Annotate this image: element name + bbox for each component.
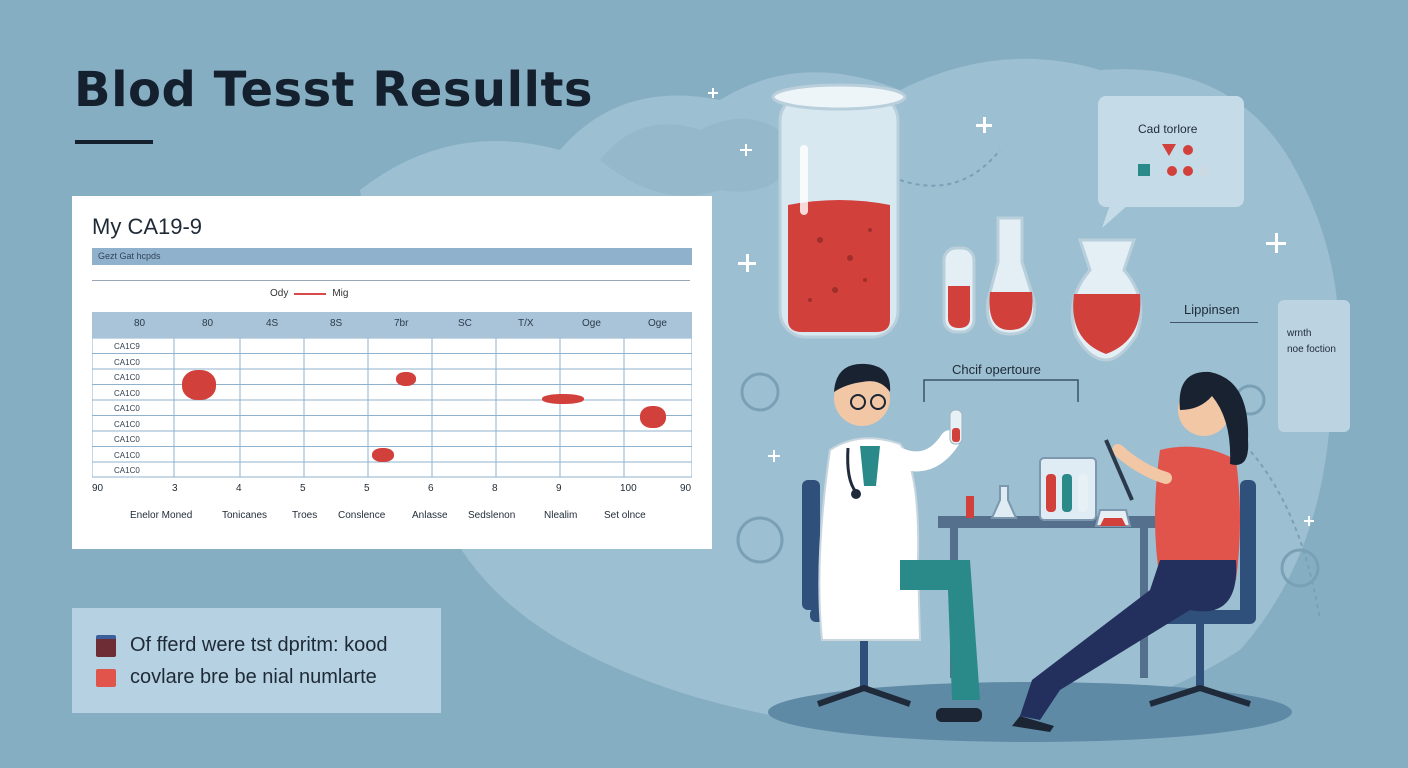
info-bubble: Cad torlore <box>1098 96 1244 207</box>
chart-label: Chcif opertoure <box>952 362 1041 377</box>
row-label: CA1C0 <box>114 373 140 382</box>
x-category: Nlealim <box>544 510 578 521</box>
x-tick: 4 <box>236 483 242 494</box>
result-marker <box>372 448 394 462</box>
result-marker <box>396 372 416 386</box>
card-band: Gezt Gat hcpds <box>92 248 692 265</box>
x-category: Conslence <box>338 510 386 521</box>
title-underline <box>75 140 153 144</box>
legend-item-label: covlare bre be nial numlarte <box>130 666 377 688</box>
legend-line <box>294 292 327 295</box>
legend-left-label: Ody <box>270 288 289 299</box>
legend-item: covlare bre be nial numlarte <box>96 666 377 689</box>
shape-icons <box>1138 144 1209 176</box>
x-tick: 5 <box>364 483 370 494</box>
column-header: 80 <box>134 318 146 329</box>
x-category: Sedslenon <box>468 510 516 521</box>
x-tick: 5 <box>300 483 306 494</box>
side-label: Lippinsen <box>1184 302 1240 317</box>
row-label: CA1C0 <box>114 358 140 367</box>
page-title: Blod Tesst Resullts <box>74 62 593 118</box>
card-title: My CA19-9 <box>92 214 203 239</box>
legend-swatch <box>96 668 116 687</box>
x-tick: 90 <box>680 483 692 494</box>
result-marker <box>182 370 216 400</box>
x-tick: 90 <box>92 483 104 494</box>
status-line-1: wrnth <box>1287 328 1312 339</box>
x-category: Troes <box>292 510 318 521</box>
x-category: Set olnce <box>604 510 646 521</box>
row-label: CA1C9 <box>114 342 140 351</box>
result-marker <box>640 406 666 428</box>
legend-swatch <box>96 634 116 657</box>
column-header: Oge <box>582 318 601 329</box>
row-label: CA1C0 <box>114 389 140 398</box>
status-card-text: wrnth noe foction <box>1287 326 1336 358</box>
status-card: wrnth noe foction <box>1278 300 1350 432</box>
legend-item-label: Of fferd were tst dpritm: kood <box>130 634 388 656</box>
result-marker <box>542 394 584 404</box>
row-label: CA1C0 <box>114 404 140 413</box>
x-tick: 100 <box>620 483 637 494</box>
x-tick: 3 <box>172 483 178 494</box>
x-category: Anlasse <box>412 510 448 521</box>
table-header: 80 80 4S 8S 7br SC T/X Oge Oge <box>92 312 692 338</box>
side-rule <box>1170 322 1258 323</box>
card-divider <box>92 280 690 281</box>
x-tick: 6 <box>428 483 434 494</box>
row-label: CA1C0 <box>114 435 140 444</box>
legend-right-label: Mig <box>332 288 349 299</box>
column-header: T/X <box>518 318 534 329</box>
status-line-2: noe foction <box>1287 344 1336 355</box>
x-tick: 8 <box>492 483 498 494</box>
column-header: 80 <box>202 318 214 329</box>
x-tick: 9 <box>556 483 562 494</box>
chart-legend: Ody Mig <box>270 288 348 299</box>
x-category: Enelor Moned <box>130 510 193 521</box>
row-label: CA1C0 <box>114 420 140 429</box>
table-grid <box>92 338 692 478</box>
x-category: Tonicanes <box>222 510 268 521</box>
legend-box: Of fferd were tst dpritm: kood covlare b… <box>72 608 441 713</box>
results-card: My CA19-9 Gezt Gat hcpds Ody Mig 80 80 4… <box>72 196 712 549</box>
row-label: CA1C0 <box>114 451 140 460</box>
column-header: SC <box>458 318 472 329</box>
bubble-text: Cad torlore <box>1138 122 1198 136</box>
column-header: 8S <box>330 318 343 329</box>
legend-item: Of fferd were tst dpritm: kood <box>96 634 388 657</box>
column-header: 7br <box>394 318 409 329</box>
column-header: Oge <box>648 318 667 329</box>
row-label: CA1C0 <box>114 466 140 475</box>
column-header: 4S <box>266 318 279 329</box>
